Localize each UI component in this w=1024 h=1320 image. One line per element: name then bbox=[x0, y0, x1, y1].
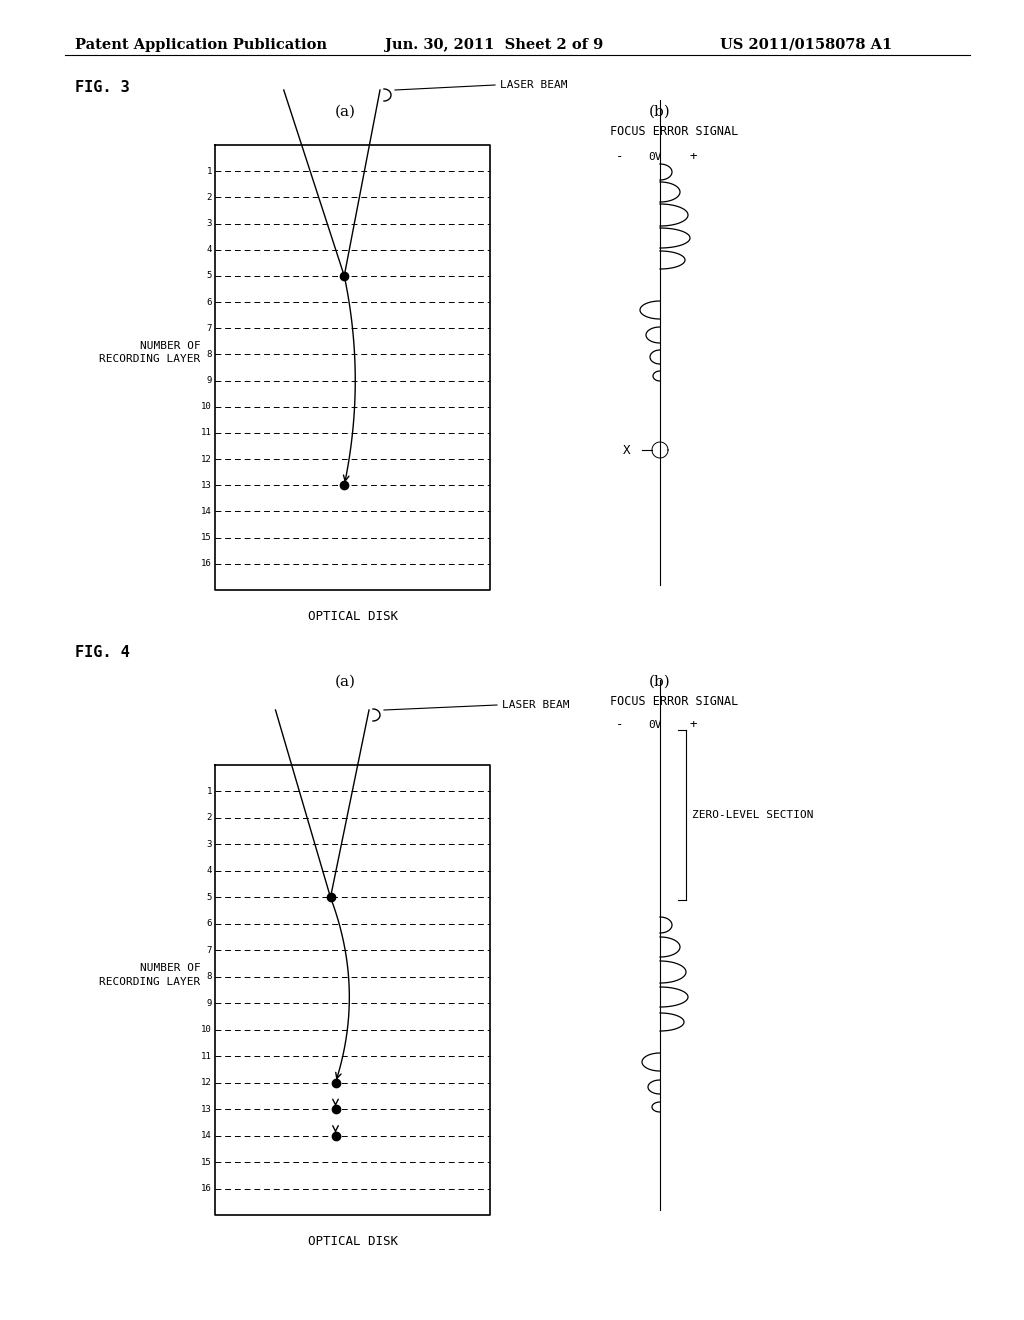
Text: 11: 11 bbox=[202, 1052, 212, 1061]
Text: +: + bbox=[689, 718, 696, 731]
Text: 10: 10 bbox=[202, 403, 212, 412]
Text: 8: 8 bbox=[207, 350, 212, 359]
Text: 1: 1 bbox=[207, 787, 212, 796]
Text: (b): (b) bbox=[649, 106, 671, 119]
Text: 1: 1 bbox=[207, 166, 212, 176]
Text: 12: 12 bbox=[202, 454, 212, 463]
Text: +: + bbox=[689, 150, 696, 162]
Text: 9: 9 bbox=[207, 376, 212, 385]
Text: 5: 5 bbox=[207, 892, 212, 902]
Text: FOCUS ERROR SIGNAL: FOCUS ERROR SIGNAL bbox=[610, 125, 738, 139]
Text: 4: 4 bbox=[207, 246, 212, 255]
Text: 11: 11 bbox=[202, 429, 212, 437]
Text: 0V: 0V bbox=[648, 152, 662, 162]
Text: (a): (a) bbox=[335, 675, 355, 689]
Text: OPTICAL DISK: OPTICAL DISK bbox=[307, 1236, 397, 1247]
Text: (b): (b) bbox=[649, 675, 671, 689]
Text: 8: 8 bbox=[207, 973, 212, 981]
Text: 13: 13 bbox=[202, 480, 212, 490]
Text: 0V: 0V bbox=[648, 719, 662, 730]
Text: (a): (a) bbox=[335, 106, 355, 119]
Text: -: - bbox=[616, 718, 624, 731]
Text: 15: 15 bbox=[202, 1158, 212, 1167]
Text: FOCUS ERROR SIGNAL: FOCUS ERROR SIGNAL bbox=[610, 696, 738, 708]
Text: 12: 12 bbox=[202, 1078, 212, 1088]
Text: Patent Application Publication: Patent Application Publication bbox=[75, 38, 327, 51]
Text: US 2011/0158078 A1: US 2011/0158078 A1 bbox=[720, 38, 892, 51]
Text: Jun. 30, 2011  Sheet 2 of 9: Jun. 30, 2011 Sheet 2 of 9 bbox=[385, 38, 603, 51]
Text: 2: 2 bbox=[207, 193, 212, 202]
Text: 4: 4 bbox=[207, 866, 212, 875]
Text: 2: 2 bbox=[207, 813, 212, 822]
Text: 6: 6 bbox=[207, 297, 212, 306]
Text: 13: 13 bbox=[202, 1105, 212, 1114]
Text: OPTICAL DISK: OPTICAL DISK bbox=[307, 610, 397, 623]
Text: LASER BEAM: LASER BEAM bbox=[500, 81, 567, 90]
Text: 6: 6 bbox=[207, 919, 212, 928]
Text: 15: 15 bbox=[202, 533, 212, 543]
Text: NUMBER OF
RECORDING LAYER: NUMBER OF RECORDING LAYER bbox=[99, 964, 201, 986]
Text: 3: 3 bbox=[207, 840, 212, 849]
Text: 16: 16 bbox=[202, 1184, 212, 1193]
Text: 3: 3 bbox=[207, 219, 212, 228]
Text: 10: 10 bbox=[202, 1026, 212, 1034]
Text: NUMBER OF
RECORDING LAYER: NUMBER OF RECORDING LAYER bbox=[99, 341, 201, 364]
Text: FIG. 4: FIG. 4 bbox=[75, 645, 130, 660]
Text: 5: 5 bbox=[207, 272, 212, 280]
Text: ZERO-LEVEL SECTION: ZERO-LEVEL SECTION bbox=[692, 810, 813, 820]
Text: 16: 16 bbox=[202, 560, 212, 569]
Text: 7: 7 bbox=[207, 323, 212, 333]
Text: LASER BEAM: LASER BEAM bbox=[502, 700, 569, 710]
Text: X: X bbox=[623, 444, 630, 457]
Text: 14: 14 bbox=[202, 507, 212, 516]
Text: 14: 14 bbox=[202, 1131, 212, 1140]
Text: -: - bbox=[616, 150, 624, 162]
Text: 7: 7 bbox=[207, 946, 212, 954]
Text: FIG. 3: FIG. 3 bbox=[75, 81, 130, 95]
Text: 9: 9 bbox=[207, 999, 212, 1007]
